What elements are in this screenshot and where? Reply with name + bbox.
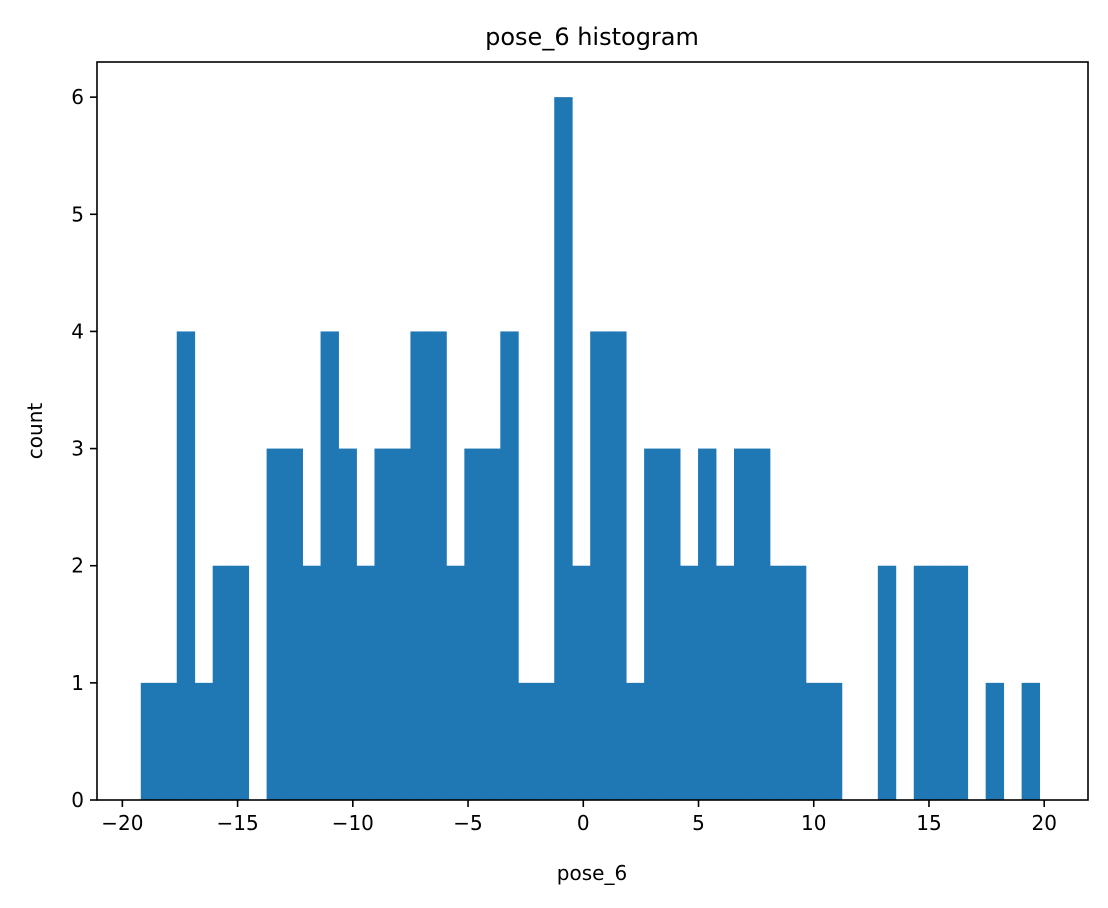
bars-group [140, 97, 1041, 800]
histogram-bar [158, 682, 178, 800]
y-tick-label: 0 [71, 788, 84, 812]
histogram-bar [985, 682, 1005, 800]
histogram-bar [446, 565, 465, 800]
histogram-bar [680, 565, 699, 800]
histogram-bar [338, 448, 357, 800]
histogram-bar [374, 448, 393, 800]
histogram-bar [428, 331, 447, 800]
histogram-bar [500, 331, 519, 800]
x-axis-ticks: −20 −15 −10 −5 0 5 10 15 20 [101, 800, 1057, 835]
histogram-bar [608, 331, 627, 800]
x-tick-label: −10 [332, 811, 374, 835]
histogram-bar [662, 448, 681, 800]
histogram-bar [140, 682, 160, 800]
histogram-bar [266, 448, 285, 800]
histogram-bar [769, 565, 789, 800]
chart-title: pose_6 histogram [485, 23, 699, 51]
x-tick-label: 5 [692, 811, 705, 835]
x-tick-label: −5 [453, 811, 482, 835]
x-tick-label: 10 [801, 811, 826, 835]
y-tick-label: 3 [71, 437, 84, 461]
histogram-bar [1021, 682, 1041, 800]
x-tick-label: 20 [1031, 811, 1056, 835]
histogram-bar [877, 565, 897, 800]
histogram-bar [194, 682, 214, 800]
y-tick-label: 4 [71, 319, 84, 343]
histogram-bar [284, 448, 303, 800]
y-axis-label: count [23, 403, 47, 460]
y-tick-label: 1 [71, 671, 84, 695]
histogram-bar [734, 448, 753, 800]
histogram-bar [949, 565, 969, 800]
histogram-bar [626, 682, 645, 800]
histogram-bar [823, 682, 843, 800]
histogram-bar [464, 448, 483, 800]
histogram-bar [212, 565, 232, 800]
histogram-bar [805, 682, 825, 800]
x-tick-label: −15 [216, 811, 258, 835]
x-tick-label: 0 [577, 811, 590, 835]
histogram-bar [644, 448, 663, 800]
histogram-bar [320, 331, 339, 800]
y-tick-label: 5 [71, 202, 84, 226]
y-axis-ticks: 0 1 2 3 4 5 6 [71, 85, 97, 812]
histogram-bar [518, 682, 537, 800]
y-tick-label: 6 [71, 85, 84, 109]
histogram-bar [716, 565, 735, 800]
plot-frame [96, 61, 1089, 801]
histogram-bar [410, 331, 429, 800]
histogram-bar [302, 565, 321, 800]
histogram-bar [392, 448, 411, 800]
histogram-bar [230, 565, 250, 800]
histogram-bar [590, 331, 609, 800]
histogram-bar [931, 565, 951, 800]
histogram-bar [482, 448, 501, 800]
x-axis-label: pose_6 [557, 861, 627, 885]
histogram-bar [698, 448, 717, 800]
histogram-bar [787, 565, 807, 800]
histogram-bar [913, 565, 933, 800]
histogram-bar [356, 565, 375, 800]
y-tick-label: 2 [71, 554, 84, 578]
histogram-bar [536, 682, 555, 800]
x-tick-label: −20 [101, 811, 143, 835]
histogram-bar [554, 97, 573, 800]
x-tick-label: 15 [916, 811, 941, 835]
histogram-bar [176, 331, 196, 800]
histogram-bar [572, 565, 591, 800]
histogram-bar [751, 448, 771, 800]
